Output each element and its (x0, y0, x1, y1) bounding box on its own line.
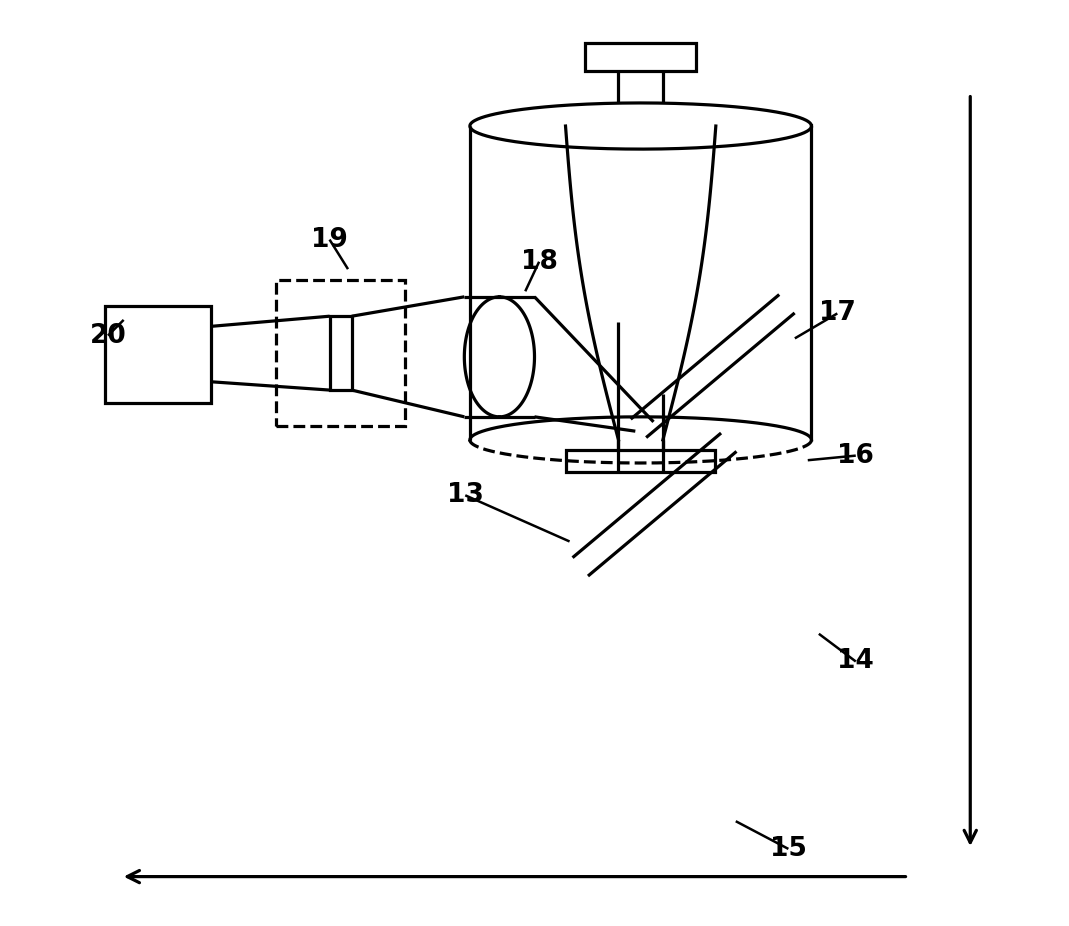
Text: 16: 16 (837, 443, 874, 469)
Text: 19: 19 (311, 227, 348, 253)
Text: 20: 20 (90, 322, 126, 348)
Text: 15: 15 (770, 836, 807, 862)
Text: 17: 17 (819, 300, 856, 327)
Bar (105, 306, 211, 403)
Text: 14: 14 (837, 648, 874, 674)
Bar (566, 450, 715, 472)
Bar (585, 43, 696, 70)
Text: 18: 18 (521, 249, 558, 275)
Bar (329, 316, 352, 390)
Bar (276, 281, 405, 426)
Text: 13: 13 (447, 482, 483, 508)
